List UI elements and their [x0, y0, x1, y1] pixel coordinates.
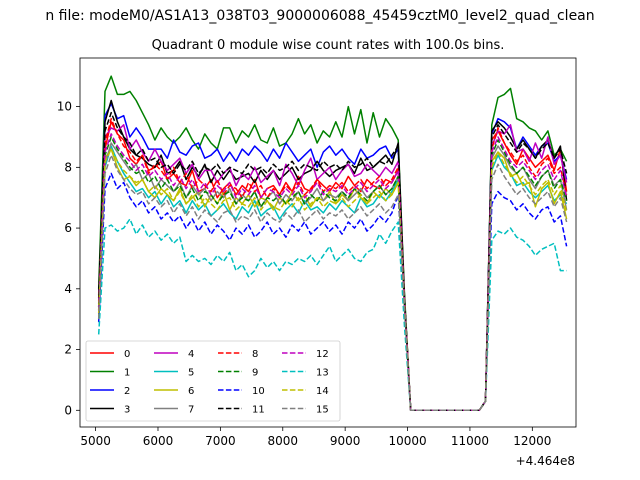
x-tick-label: 8000: [267, 434, 298, 448]
series-line-14: [97, 148, 568, 412]
series-line-12: [97, 133, 568, 412]
legend-box: [85, 340, 341, 422]
axes-layer: 5000 6000 7000 8000 9000 10000 11000 12000 0 2 4 6 8…: [57, 57, 577, 448]
legend-label-12: 12: [316, 349, 329, 360]
legend-label-2: 2: [124, 386, 130, 397]
legend-label-7: 7: [188, 405, 194, 416]
legend-label-0: 0: [124, 349, 130, 360]
plot-frame: [79, 57, 577, 428]
y-tick-label: 2: [64, 343, 72, 357]
series-line-8: [97, 117, 568, 412]
series-line-13: [97, 218, 567, 412]
legend-label-10: 10: [252, 386, 265, 397]
legend-label-6: 6: [188, 386, 194, 397]
series-line-1: [97, 75, 568, 412]
y-tick-label: 6: [64, 221, 72, 235]
legend-label-13: 13: [316, 368, 329, 379]
y-tick-label: 4: [64, 282, 72, 296]
x-tick-label: 9000: [330, 434, 361, 448]
figure-suptitle: n file: modeM0/AS1A13_038T03_9000006088_…: [45, 8, 594, 24]
y-tick-label: 8: [64, 160, 72, 174]
series-line-11: [97, 111, 568, 412]
legend-label-11: 11: [252, 405, 265, 416]
series-line-7: [97, 142, 568, 412]
series-line-0: [97, 121, 568, 412]
legend-label-1: 1: [124, 368, 130, 379]
legend-label-4: 4: [188, 349, 194, 360]
legend-label-9: 9: [252, 368, 258, 379]
x-tick-label: 10000: [388, 434, 426, 448]
legend-label-3: 3: [124, 405, 130, 416]
y-tick-label: 0: [64, 403, 72, 417]
legend-label-5: 5: [188, 368, 194, 379]
x-tick-label: 6000: [143, 434, 174, 448]
x-tick-label: 5000: [80, 434, 111, 448]
series-line-9: [97, 136, 568, 412]
x-tick-label: 12000: [513, 434, 551, 448]
series-line-4: [97, 124, 568, 412]
y-tick-label: 10: [57, 100, 72, 114]
legend-label-14: 14: [316, 386, 329, 397]
x-tick-label: 11000: [451, 434, 489, 448]
series-line-10: [97, 172, 568, 412]
x-tick-label: 7000: [205, 434, 236, 448]
series-layer: [97, 75, 568, 412]
legend-label-15: 15: [316, 405, 329, 416]
x-offset-label: +4.464e8: [516, 454, 575, 468]
legend-label-8: 8: [252, 349, 258, 360]
chart-title: Quadrant 0 module wise count rates with …: [152, 38, 505, 53]
series-line-2: [97, 102, 568, 412]
series-line-5: [97, 145, 568, 412]
